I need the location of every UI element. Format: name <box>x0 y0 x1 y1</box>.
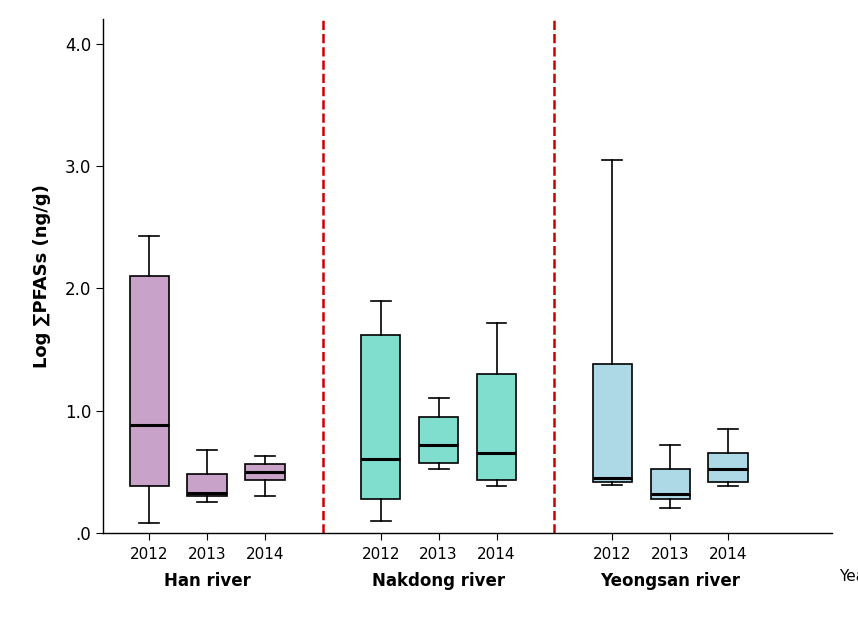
PathPatch shape <box>187 474 227 496</box>
PathPatch shape <box>709 453 748 482</box>
PathPatch shape <box>650 469 690 499</box>
PathPatch shape <box>361 334 401 499</box>
PathPatch shape <box>419 417 458 463</box>
PathPatch shape <box>477 374 517 480</box>
Y-axis label: Log ∑PFASs (ng/g): Log ∑PFASs (ng/g) <box>33 184 51 368</box>
PathPatch shape <box>593 364 632 482</box>
PathPatch shape <box>245 464 285 480</box>
PathPatch shape <box>130 276 169 487</box>
Text: Year: Year <box>839 569 858 584</box>
